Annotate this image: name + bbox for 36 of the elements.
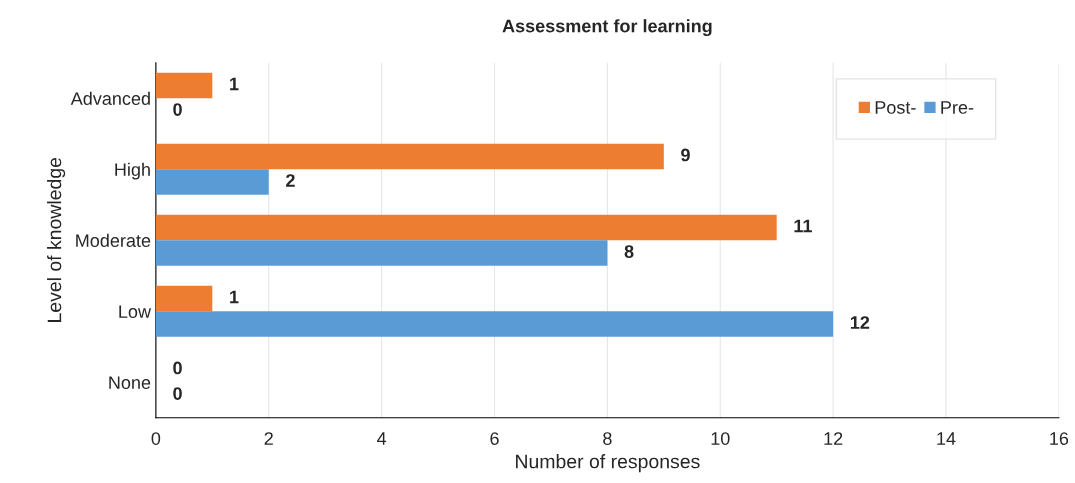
- data-label: 12: [850, 316, 870, 329]
- data-label: 1: [230, 77, 239, 91]
- bar: [155, 72, 213, 99]
- legend-label: Post-: [875, 101, 916, 114]
- y-tick-label: None: [109, 376, 151, 390]
- data-label: 8: [624, 245, 634, 258]
- x-tick-label: 6: [490, 432, 499, 445]
- y-axis-title: Level of knowledge: [47, 157, 66, 322]
- x-tick-label: 14: [937, 432, 956, 445]
- data-label: 1: [230, 290, 239, 304]
- y-tick-label: Advanced: [70, 91, 150, 106]
- bar: [155, 240, 608, 266]
- bar: [155, 311, 834, 337]
- bar: [155, 169, 269, 195]
- data-label: 0: [173, 387, 182, 400]
- data-label: 9: [681, 148, 690, 162]
- chart-title: Assessment for learning: [502, 19, 712, 37]
- data-label: 2: [286, 174, 295, 187]
- bar: [155, 285, 213, 312]
- x-tick-label: 16: [1050, 432, 1069, 445]
- bar: [155, 214, 777, 241]
- x-tick-label: 2: [264, 432, 273, 445]
- data-label: 0: [173, 361, 182, 375]
- x-tick-label: 12: [824, 432, 843, 445]
- bar: [155, 143, 664, 170]
- x-tick-label: 4: [377, 432, 387, 445]
- x-tick-label: 8: [603, 432, 612, 445]
- y-tick-label: Low: [119, 305, 152, 319]
- y-tick-label: High: [115, 162, 150, 180]
- data-label: 11: [794, 219, 812, 233]
- data-label: 0: [173, 103, 182, 116]
- x-tick-label: 10: [711, 432, 730, 445]
- x-axis-title: Number of responses: [516, 454, 700, 473]
- y-tick-label: Moderate: [76, 233, 151, 248]
- legend-label: Pre-: [941, 101, 974, 114]
- x-tick-label: 0: [151, 432, 161, 445]
